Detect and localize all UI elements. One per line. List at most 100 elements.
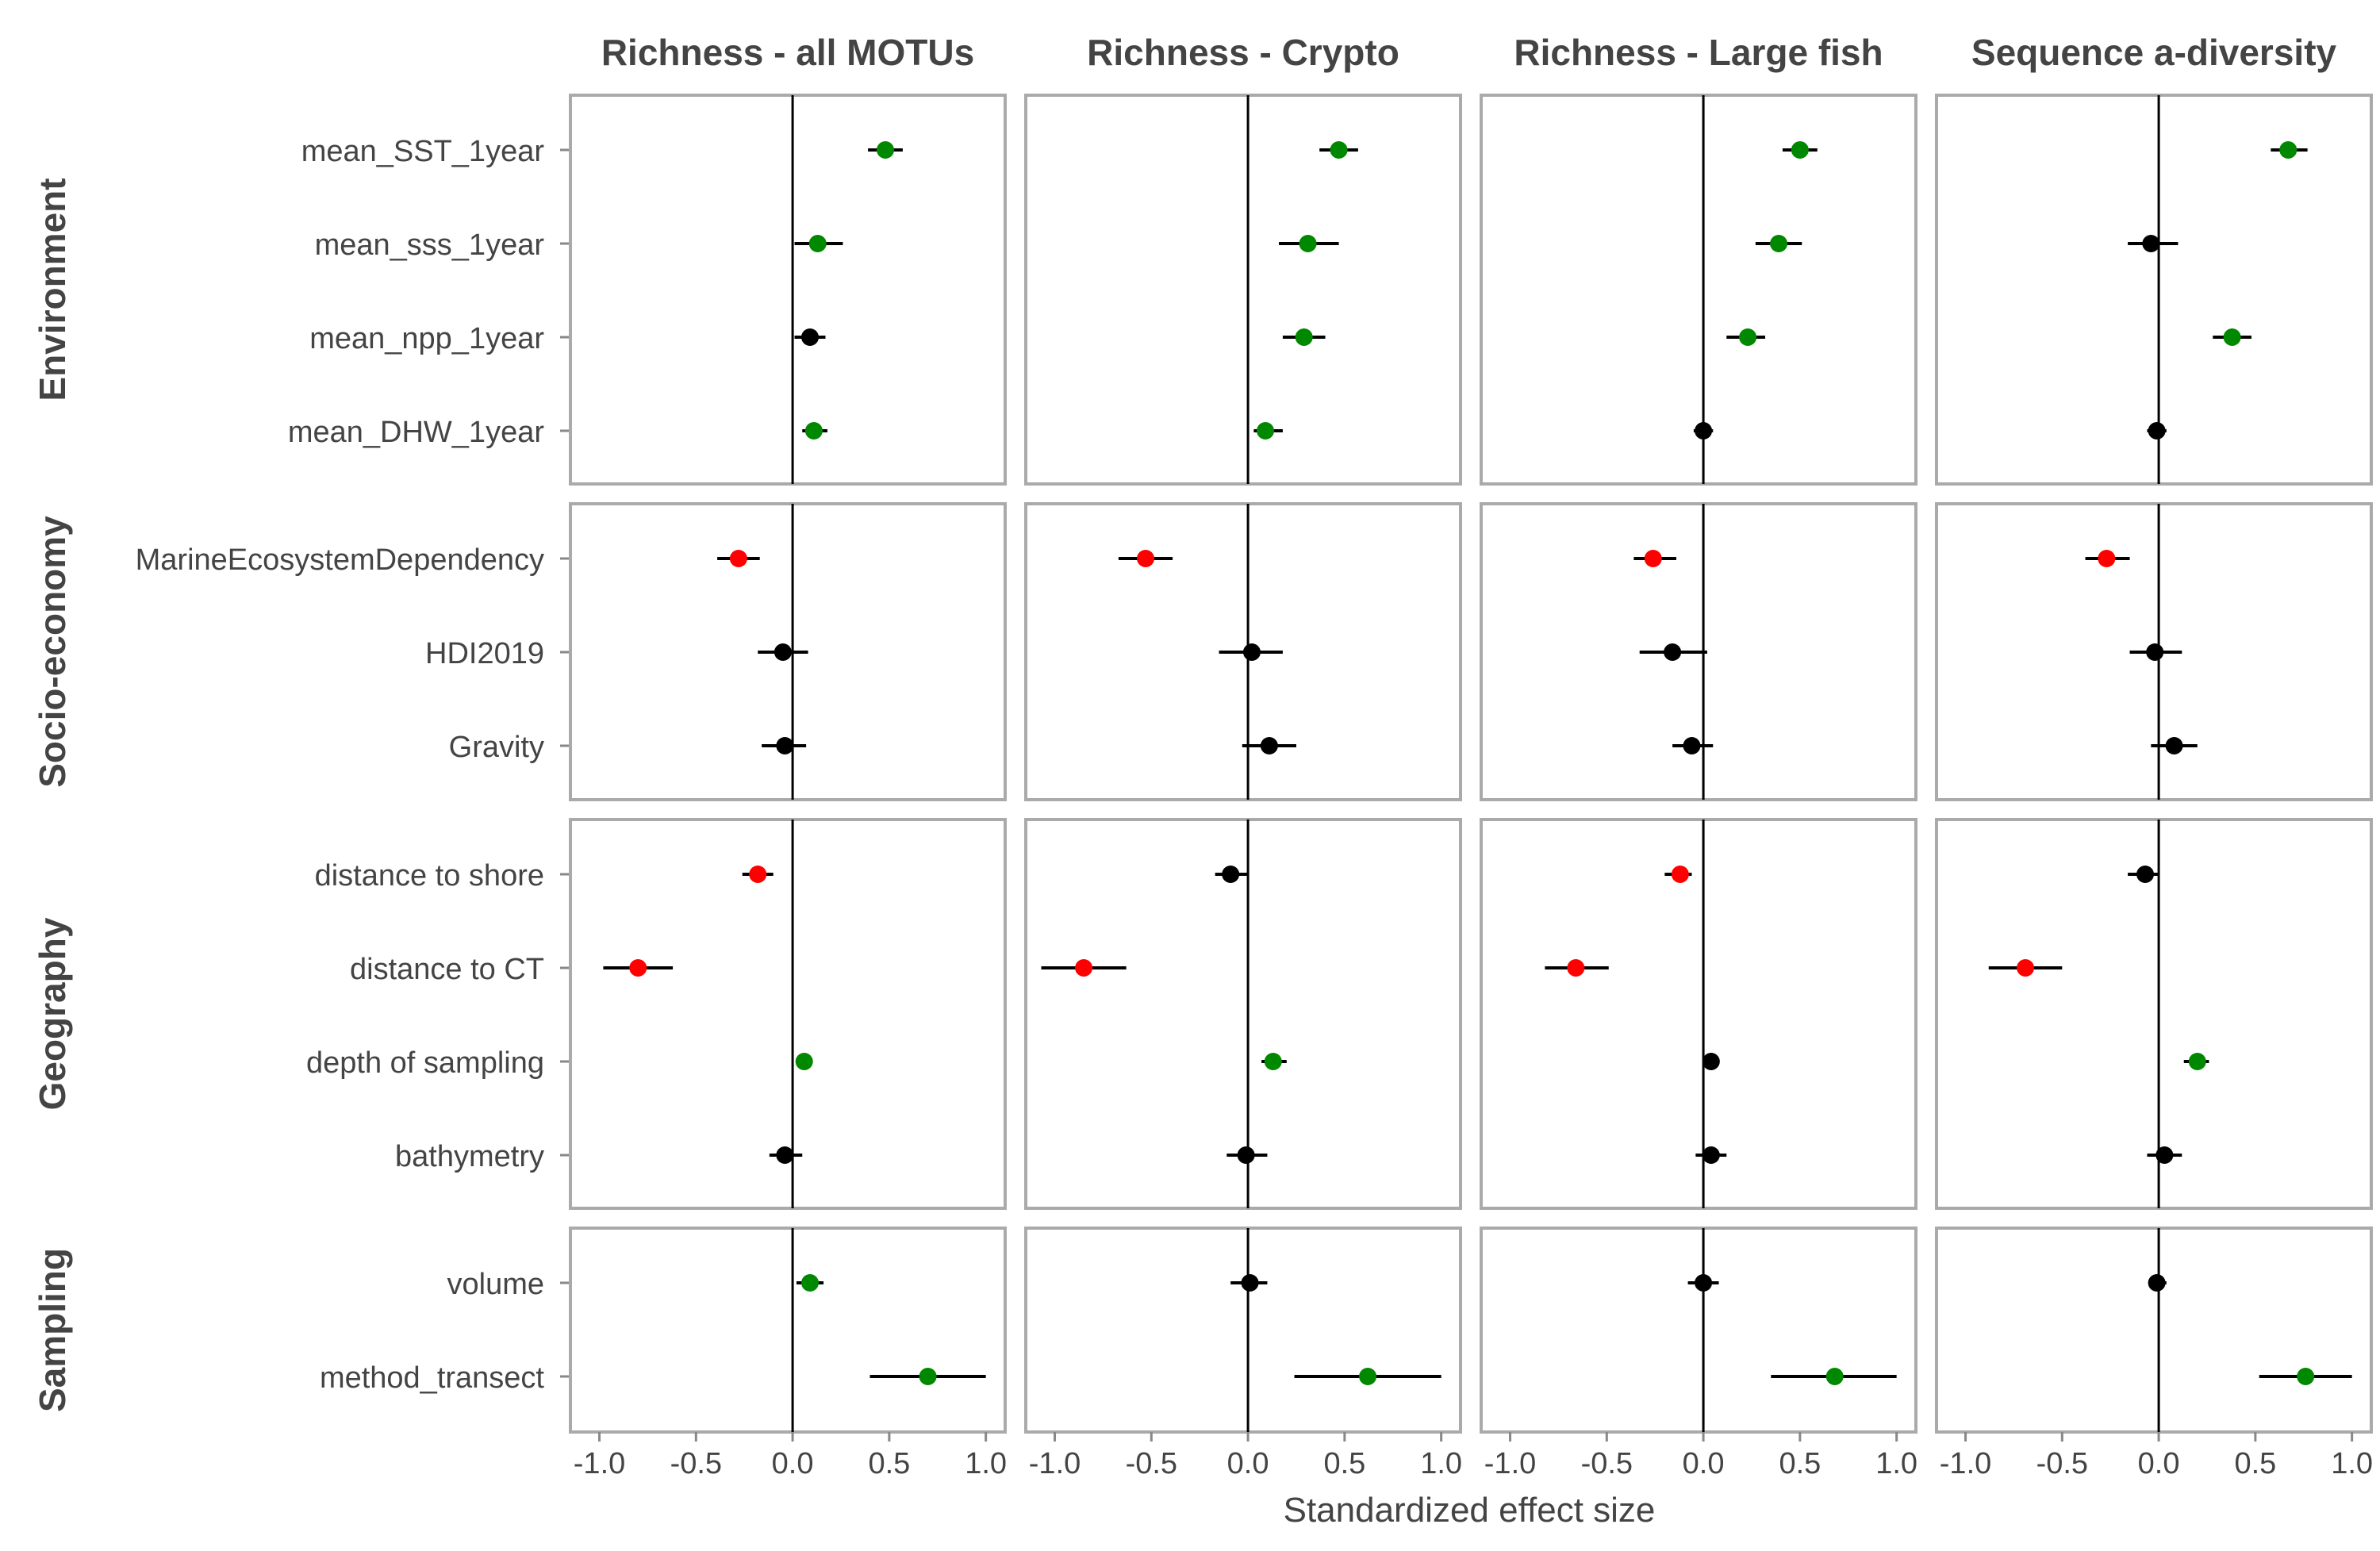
estimate-point-mean-npp-1year-richness-crypto <box>1295 328 1313 346</box>
estimate-point-volume-sequence-a-diversity <box>2148 1274 2166 1292</box>
estimate-point-mean-sss-1year-richness-all-motus <box>808 235 827 252</box>
y-tick-label-mean-sss-1year: mean_sss_1year <box>315 228 545 262</box>
x-tick-label: 0.0 <box>772 1447 814 1480</box>
x-tick-label: 0.0 <box>1227 1447 1269 1480</box>
estimate-point-method-transect-sequence-a-diversity <box>2297 1368 2315 1385</box>
estimate-point-distance-to-ct-richness-all-motus <box>629 959 647 977</box>
estimate-point-mean-npp-1year-richness-large-fish <box>1739 328 1757 346</box>
estimate-point-mean-sst-1year-sequence-a-diversity <box>2279 141 2297 159</box>
estimate-point-mean-sst-1year-richness-crypto <box>1330 141 1348 159</box>
estimate-point-mean-dhw-1year-sequence-a-diversity <box>2148 422 2166 440</box>
estimate-point-volume-richness-all-motus <box>801 1274 820 1292</box>
y-tick-label-distance-to-shore: distance to shore <box>315 859 544 893</box>
panel-sequence-a-diversity-environment <box>1935 94 2373 486</box>
estimate-point-distance-to-ct-richness-crypto <box>1075 959 1093 977</box>
y-tick-label-mean-sst-1year: mean_SST_1year <box>301 135 545 168</box>
panel-sequence-a-diversity-sampling <box>1935 1227 2373 1434</box>
x-tick-label: -0.5 <box>670 1447 722 1480</box>
y-tick-label-mean-npp-1year: mean_npp_1year <box>309 322 544 355</box>
estimate-point-distance-to-ct-richness-large-fish <box>1567 959 1585 977</box>
y-tick-label-distance-to-ct: distance to CT <box>350 953 544 986</box>
group-label-sampling: Sampling <box>32 1248 73 1412</box>
estimate-point-marineecosystemdependency-richness-all-motus <box>729 550 747 567</box>
x-tick-label: 0.5 <box>868 1447 910 1480</box>
y-tick-label-hdi2019: HDI2019 <box>425 637 544 670</box>
panel-richness-crypto-sampling <box>1024 1227 1462 1434</box>
panel-title-sequence-a-diversity: Sequence a-diversity <box>1971 32 2337 73</box>
estimate-point-depth-of-sampling-richness-crypto <box>1264 1053 1282 1070</box>
y-tick-label-depth-of-sampling: depth of sampling <box>306 1046 544 1080</box>
estimate-point-mean-npp-1year-richness-all-motus <box>801 328 820 346</box>
x-tick-label: 1.0 <box>1875 1447 1917 1480</box>
x-tick-label: 1.0 <box>965 1447 1007 1480</box>
estimate-point-depth-of-sampling-richness-all-motus <box>795 1053 813 1070</box>
estimate-point-bathymetry-richness-crypto <box>1237 1146 1255 1164</box>
estimate-point-gravity-richness-crypto <box>1260 737 1278 754</box>
x-tick-label: 1.0 <box>2331 1447 2373 1480</box>
estimate-point-volume-richness-large-fish <box>1695 1274 1713 1292</box>
estimate-point-mean-sst-1year-richness-large-fish <box>1791 141 1809 159</box>
x-tick-label: 0.5 <box>2234 1447 2276 1480</box>
estimate-point-gravity-sequence-a-diversity <box>2165 737 2183 754</box>
estimate-point-gravity-richness-large-fish <box>1683 737 1701 754</box>
estimate-point-distance-to-shore-sequence-a-diversity <box>2136 866 2155 883</box>
estimate-point-distance-to-ct-sequence-a-diversity <box>2017 959 2035 977</box>
estimate-point-mean-npp-1year-sequence-a-diversity <box>2223 328 2241 346</box>
y-tick-label-method-transect: method_transect <box>320 1361 544 1395</box>
y-tick-label-bathymetry: bathymetry <box>395 1140 544 1173</box>
panel-richness-all-motus-sampling <box>569 1227 1007 1434</box>
x-tick-label: -0.5 <box>2036 1447 2088 1480</box>
x-tick-label: -1.0 <box>1484 1447 1536 1480</box>
estimate-point-volume-richness-crypto <box>1241 1274 1259 1292</box>
estimate-point-gravity-richness-all-motus <box>776 737 794 754</box>
panel-richness-all-motus-environment <box>569 94 1007 486</box>
panel-title-richness-all-motus: Richness - all MOTUs <box>601 32 974 73</box>
estimate-point-marineecosystemdependency-richness-crypto <box>1137 550 1155 567</box>
estimate-point-marineecosystemdependency-richness-large-fish <box>1644 550 1662 567</box>
panel-richness-crypto-environment <box>1024 94 1462 486</box>
panel-title-richness-crypto: Richness - Crypto <box>1087 32 1399 73</box>
group-label-geography: Geography <box>32 917 73 1110</box>
panel-richness-large-fish-sampling <box>1480 1227 1917 1434</box>
panel-richness-large-fish-geography <box>1480 818 1917 1210</box>
panel-richness-large-fish-environment <box>1480 94 1917 486</box>
estimate-point-method-transect-richness-all-motus <box>919 1368 937 1385</box>
x-tick-label: -0.5 <box>1126 1447 1177 1480</box>
estimate-point-distance-to-shore-richness-crypto <box>1222 866 1240 883</box>
x-tick-label: 0.5 <box>1323 1447 1365 1480</box>
estimate-point-hdi2019-richness-all-motus <box>774 643 792 661</box>
estimate-point-depth-of-sampling-sequence-a-diversity <box>2188 1053 2206 1070</box>
estimate-point-bathymetry-richness-large-fish <box>1702 1146 1720 1164</box>
estimate-point-method-transect-richness-large-fish <box>1825 1368 1844 1385</box>
panel-richness-all-motus-geography <box>569 818 1007 1210</box>
group-label-socio-economy: Socio-economy <box>32 516 73 788</box>
estimate-point-marineecosystemdependency-sequence-a-diversity <box>2098 550 2116 567</box>
x-tick-label: -1.0 <box>574 1447 625 1480</box>
x-tick-label: -1.0 <box>1029 1447 1081 1480</box>
estimate-point-mean-dhw-1year-richness-large-fish <box>1695 422 1713 440</box>
x-tick-label: 0.0 <box>1683 1447 1725 1480</box>
panel-richness-crypto-geography <box>1024 818 1462 1210</box>
estimate-point-bathymetry-richness-all-motus <box>776 1146 794 1164</box>
y-tick-label-volume: volume <box>447 1268 545 1301</box>
y-tick-label-marineecosystemdependency: MarineEcosystemDependency <box>136 543 544 577</box>
group-label-environment: Environment <box>32 178 73 401</box>
x-tick-label: -1.0 <box>1940 1447 1991 1480</box>
x-tick-label: 0.0 <box>2138 1447 2180 1480</box>
estimate-point-hdi2019-sequence-a-diversity <box>2146 643 2164 661</box>
panel-title-richness-large-fish: Richness - Large fish <box>1514 32 1883 73</box>
estimate-point-hdi2019-richness-crypto <box>1242 643 1261 661</box>
estimate-point-distance-to-shore-richness-large-fish <box>1671 866 1689 883</box>
estimate-point-mean-sss-1year-richness-large-fish <box>1770 235 1788 252</box>
x-tick-label: 0.5 <box>1779 1447 1821 1480</box>
estimate-point-distance-to-shore-richness-all-motus <box>749 866 767 883</box>
estimate-point-mean-dhw-1year-richness-crypto <box>1257 422 1275 440</box>
estimate-point-method-transect-richness-crypto <box>1359 1368 1377 1385</box>
x-tick-label: -0.5 <box>1581 1447 1633 1480</box>
estimate-point-mean-dhw-1year-richness-all-motus <box>804 422 823 440</box>
x-axis-title: Standardized effect size <box>1284 1491 1656 1530</box>
estimate-point-hdi2019-richness-large-fish <box>1664 643 1682 661</box>
estimate-point-depth-of-sampling-richness-large-fish <box>1702 1053 1720 1070</box>
